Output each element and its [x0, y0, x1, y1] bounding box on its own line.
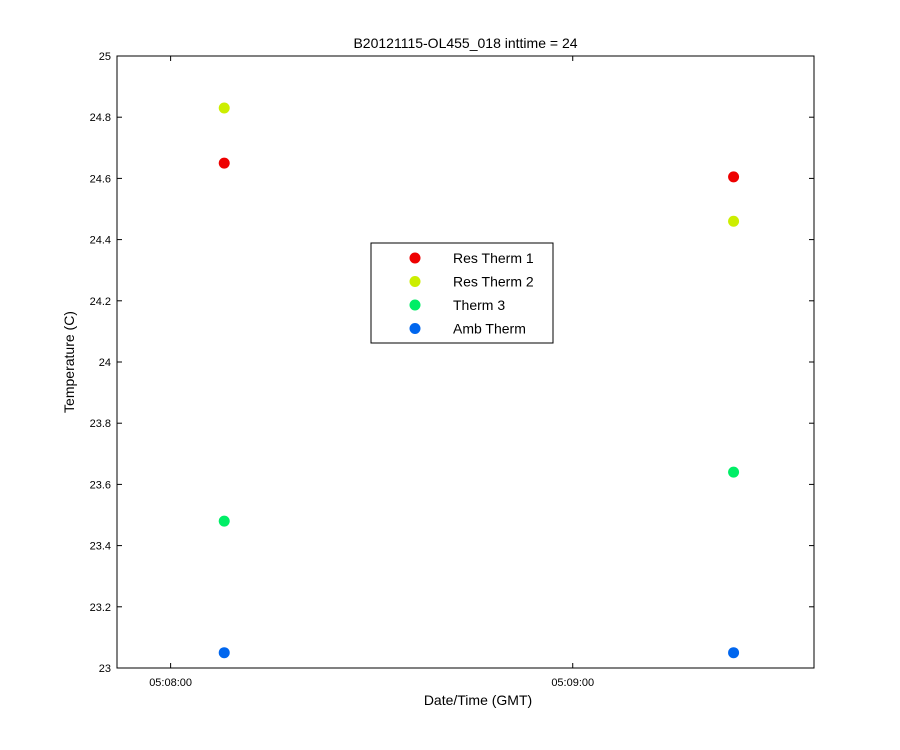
x-axis-label: Date/Time (GMT) [424, 692, 532, 708]
y-tick-label: 23.8 [90, 418, 111, 430]
legend: Res Therm 1 Res Therm 2 Therm 3 Amb Therm [370, 242, 554, 344]
legend-label: Amb Therm [453, 321, 526, 337]
data-point [218, 515, 230, 527]
y-tick-label: 23.4 [90, 541, 111, 553]
data-point [218, 102, 230, 114]
y-tick-label: 24 [99, 357, 111, 369]
x-tick-label: 05:08:00 [149, 677, 192, 689]
y-tick-label: 25 [99, 51, 111, 63]
legend-marker [409, 299, 421, 311]
data-point [728, 647, 740, 659]
legend-marker [409, 252, 421, 264]
x-axis-ticks: 05:08:00 05:09:00 [149, 56, 594, 689]
y-axis-ticks: 23 23.2 23.4 23.6 23.8 24 24.2 24.4 24.6 24.8 25 [90, 51, 814, 675]
plot-area [116, 55, 815, 669]
legend-label: Res Therm 1 [453, 250, 534, 266]
y-tick-label: 23 [99, 663, 111, 675]
y-tick-label: 24.4 [90, 235, 111, 247]
data-point [218, 647, 230, 659]
data-point [728, 466, 740, 478]
y-tick-label: 24.8 [90, 112, 111, 124]
chart-title: B20121115-OL455_018 inttime = 24 [353, 35, 577, 51]
y-tick-label: 24.6 [90, 173, 111, 185]
legend-label: Therm 3 [453, 297, 505, 313]
data-points [218, 102, 740, 659]
legend-label: Res Therm 2 [453, 274, 534, 290]
y-tick-label: 23.6 [90, 479, 111, 491]
legend-marker [409, 276, 421, 287]
y-tick-label: 23.2 [90, 602, 111, 614]
data-point [218, 157, 230, 169]
data-point [728, 215, 740, 227]
y-axis-label: Temperature (C) [61, 311, 77, 413]
x-tick-label: 05:09:00 [551, 677, 594, 689]
data-point [728, 171, 740, 183]
legend-marker [409, 323, 421, 334]
legend-box [370, 242, 554, 344]
y-tick-label: 24.2 [90, 296, 111, 308]
